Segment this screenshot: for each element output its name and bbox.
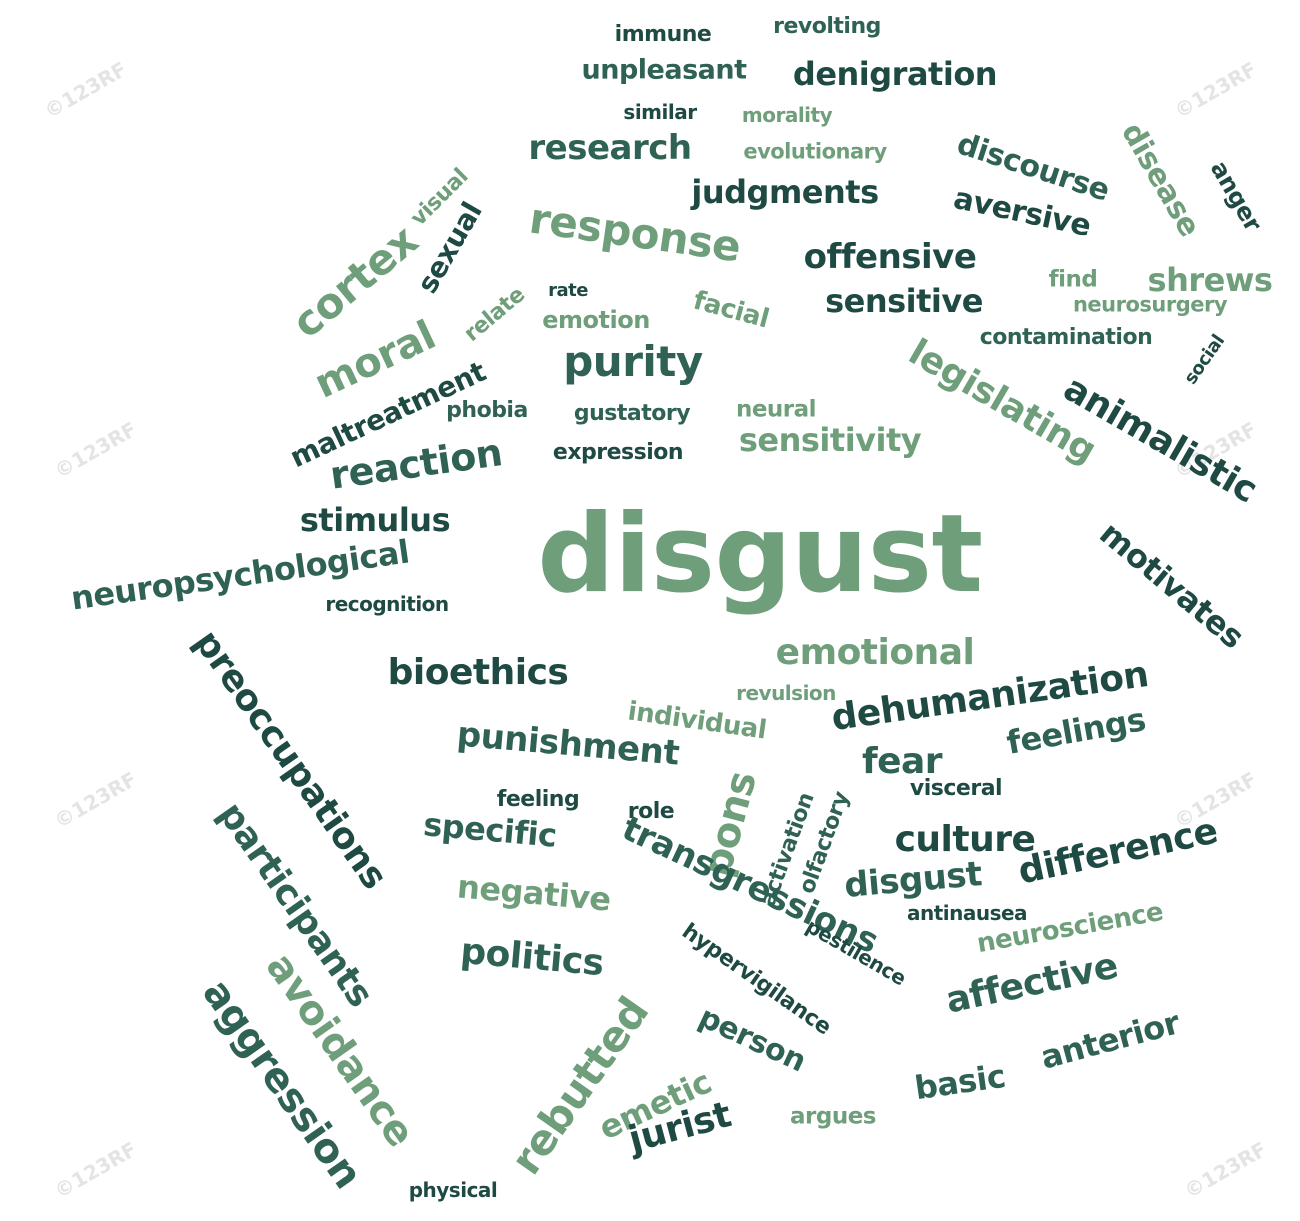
cloud-word: sensitive	[825, 285, 983, 317]
cloud-word: emotion	[542, 308, 650, 332]
cloud-word: purity	[563, 341, 703, 383]
cloud-word: antinausea	[907, 903, 1027, 923]
cloud-word: facial	[691, 288, 772, 333]
cloud-word: denigration	[793, 58, 997, 90]
cloud-word: motivates	[1094, 516, 1249, 653]
cloud-word: contamination	[980, 327, 1153, 349]
cloud-word: anterior	[1037, 1006, 1182, 1074]
cloud-word: fear	[862, 744, 942, 780]
cloud-word: expression	[553, 442, 683, 464]
cloud-word: rate	[548, 282, 588, 300]
cloud-word: unpleasant	[582, 57, 747, 84]
cloud-word: gustatory	[574, 403, 690, 425]
cloud-word: phobia	[446, 400, 528, 422]
watermark: ©123RF	[41, 59, 130, 122]
watermark: ©123RF	[51, 769, 140, 832]
cloud-word: physical	[409, 1180, 498, 1200]
watermark: ©123RF	[51, 419, 140, 482]
cloud-word: morality	[742, 105, 832, 125]
cloud-word: shrews	[1148, 264, 1273, 296]
cloud-word: preoccupations	[188, 625, 393, 896]
cloud-word: emotional	[776, 635, 975, 671]
cloud-word: find	[1049, 269, 1098, 292]
cloud-word: disgust	[537, 501, 982, 609]
cloud-word: research	[528, 131, 691, 165]
cloud-word: visceral	[910, 778, 1002, 800]
cloud-word: revolting	[773, 16, 881, 38]
cloud-word: recognition	[325, 594, 448, 614]
cloud-word: bioethics	[388, 655, 569, 691]
cloud-word: disease	[1116, 118, 1204, 241]
cloud-word: stimulus	[300, 504, 450, 536]
cloud-word: feeling	[497, 789, 579, 811]
cloud-word: anger	[1207, 157, 1266, 235]
cloud-word: argues	[790, 1106, 876, 1129]
cloud-word: politics	[459, 934, 605, 982]
cloud-word: relate	[461, 284, 529, 346]
cloud-word: immune	[615, 24, 712, 46]
cloud-word: revulsion	[736, 683, 836, 703]
cloud-word: basic	[913, 1060, 1008, 1104]
cloud-word: affective	[943, 948, 1121, 1019]
cloud-word: similar	[623, 102, 696, 122]
cloud-word: offensive	[804, 240, 977, 274]
cloud-word: evolutionary	[743, 142, 886, 163]
cloud-word: judgments	[691, 176, 878, 208]
cloud-word: neurosurgery	[1073, 295, 1227, 316]
watermark: ©123RF	[51, 1139, 140, 1202]
cloud-word: neural	[736, 399, 816, 422]
cloud-word: negative	[456, 870, 612, 915]
cloud-word: difference	[1015, 813, 1220, 890]
watermark: ©123RF	[1171, 59, 1260, 122]
cloud-word: specific	[422, 808, 558, 852]
watermark: ©123RF	[1181, 1139, 1270, 1202]
cloud-word: disgust	[843, 857, 983, 903]
cloud-word: sensitivity	[739, 424, 921, 456]
cloud-word: social	[1182, 332, 1228, 388]
